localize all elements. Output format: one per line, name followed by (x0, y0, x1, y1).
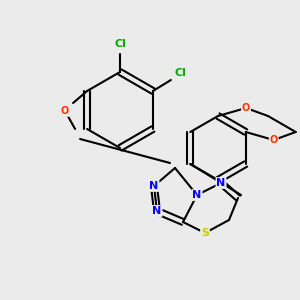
Text: O: O (61, 106, 69, 116)
Text: Cl: Cl (175, 68, 187, 78)
Text: N: N (152, 206, 162, 216)
Text: Cl: Cl (114, 39, 126, 49)
Text: N: N (216, 178, 226, 188)
Text: O: O (242, 103, 250, 113)
Text: S: S (201, 228, 209, 238)
Text: N: N (192, 190, 202, 200)
Text: O: O (270, 135, 278, 145)
Text: N: N (149, 181, 159, 191)
